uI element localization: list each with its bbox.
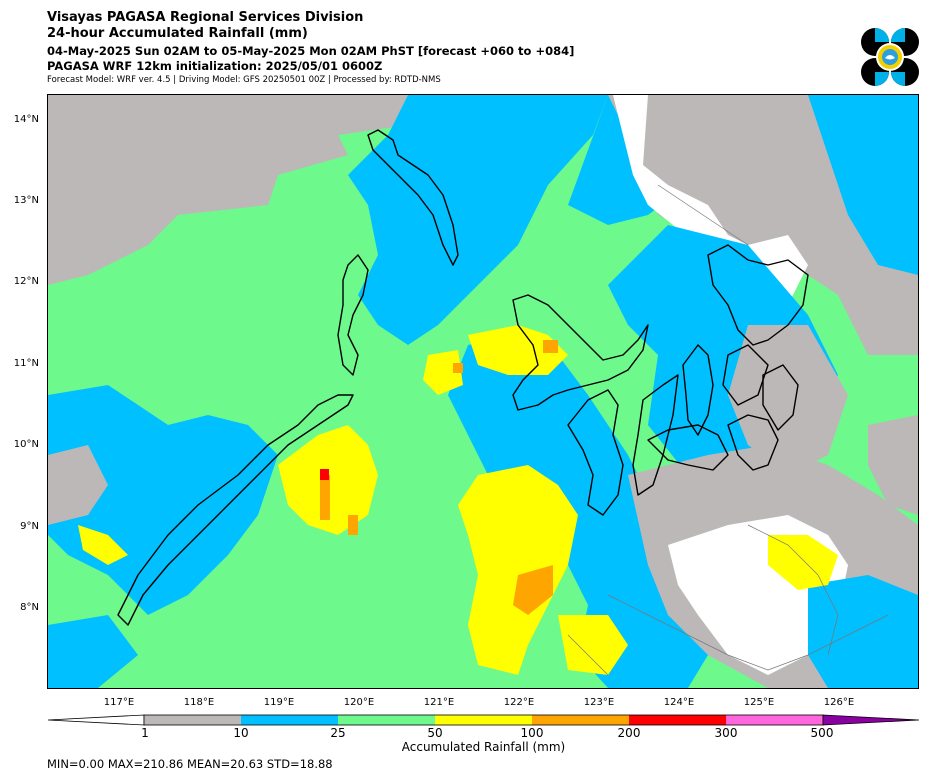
rain-band-1-10 [48, 445, 108, 525]
coastline [367, 129, 459, 266]
rain-band-200-300 [320, 469, 329, 480]
coastline [707, 244, 809, 346]
lon-label: 126°E [823, 697, 855, 708]
rainfall-map [47, 94, 919, 689]
lat-label: 11°N [13, 358, 39, 369]
lon-label: 118°E [183, 697, 215, 708]
rain-band-100-200 [320, 475, 330, 520]
colorbar-segment-100-200 [532, 715, 629, 725]
rain-band-100-200 [513, 565, 553, 615]
lat-label: 8°N [20, 602, 39, 613]
lon-label: 125°E [743, 697, 775, 708]
colorbar-tick: 100 [520, 726, 544, 740]
colorbar-tick: 50 [427, 726, 443, 740]
rain-band-10-25 [448, 335, 708, 688]
colorbar-segment-10-25 [241, 715, 338, 725]
lat-label: 9°N [20, 521, 39, 532]
rain-band-100-200 [543, 340, 558, 353]
pagasa-logo-icon [860, 27, 920, 87]
rain-band-1-10 [728, 325, 848, 475]
colorbar [47, 714, 920, 726]
rain-band-10-25 [348, 95, 608, 345]
lat-label: 12°N [13, 276, 39, 287]
lon-label: 123°E [583, 697, 615, 708]
lat-label: 14°N [13, 114, 39, 125]
rain-band-50-100 [78, 525, 128, 565]
colorbar-segment-200-300 [629, 715, 726, 725]
coastline [682, 344, 714, 436]
colorbar-under-extend [47, 714, 145, 726]
rain-band-50-100 [468, 325, 568, 375]
rain-band-under [613, 95, 748, 260]
rain-band-100-200 [348, 515, 358, 535]
colorbar-tick: 10 [233, 726, 249, 740]
lon-label: 122°E [503, 697, 535, 708]
lon-label: 121°E [423, 697, 455, 708]
rain-band-1-10 [48, 95, 408, 285]
colorbar-tick: 200 [617, 726, 641, 740]
province-boundary [657, 184, 749, 246]
coastline [117, 394, 354, 626]
rain-band-10-25 [808, 575, 918, 688]
rain-band-50-100 [458, 465, 578, 675]
rain-band-50-100 [558, 615, 628, 675]
model-initialization: PAGASA WRF 12km initialization: 2025/05/… [47, 59, 383, 73]
colorbar-over-extend [822, 714, 920, 726]
coastline [647, 424, 729, 471]
rain-band-10-25 [808, 95, 918, 275]
rain-band-1-10 [868, 415, 918, 515]
lat-label: 10°N [13, 439, 39, 450]
colorbar-tick: 25 [330, 726, 346, 740]
coastline [512, 294, 649, 411]
colorbar-segment-1-10 [144, 715, 241, 725]
colorbar-tick: 500 [810, 726, 834, 740]
rain-band-50-100 [423, 350, 463, 395]
lon-label: 117°E [103, 697, 135, 708]
colorbar-frame [143, 714, 824, 726]
province-boundary [607, 594, 889, 671]
stats-line: MIN=0.00 MAX=210.86 MEAN=20.63 STD=18.88 [47, 757, 333, 771]
colorbar-segment-50-100 [435, 715, 532, 725]
province-boundary [747, 524, 839, 656]
colorbar-segment-25-50 [338, 715, 435, 725]
rain-band-10-25 [48, 615, 138, 688]
coastline [632, 374, 679, 496]
colorbar-tick: 1 [141, 726, 149, 740]
coastline [722, 344, 769, 406]
province-boundary [567, 634, 609, 676]
lon-label: 124°E [663, 697, 695, 708]
coastline [727, 414, 779, 471]
lon-label: 120°E [343, 697, 375, 708]
coastline [762, 364, 799, 431]
model-info: Forecast Model: WRF ver. 4.5 | Driving M… [47, 75, 441, 85]
lon-label: 119°E [263, 697, 295, 708]
lat-label: 13°N [13, 195, 39, 206]
map-subtitle: 24-hour Accumulated Rainfall (mm) [47, 26, 308, 41]
rain-band-100-200 [453, 363, 463, 373]
map-title: Visayas PAGASA Regional Services Divisio… [47, 10, 364, 25]
coastline [567, 389, 624, 516]
coastline [337, 254, 369, 376]
colorbar-tick: 300 [714, 726, 738, 740]
colorbar-title: Accumulated Rainfall (mm) [401, 740, 566, 754]
forecast-period: 04-May-2025 Sun 02AM to 05-May-2025 Mon … [47, 44, 575, 58]
colorbar-segment-300-500 [726, 715, 823, 725]
rain-band-50-100 [768, 535, 838, 590]
